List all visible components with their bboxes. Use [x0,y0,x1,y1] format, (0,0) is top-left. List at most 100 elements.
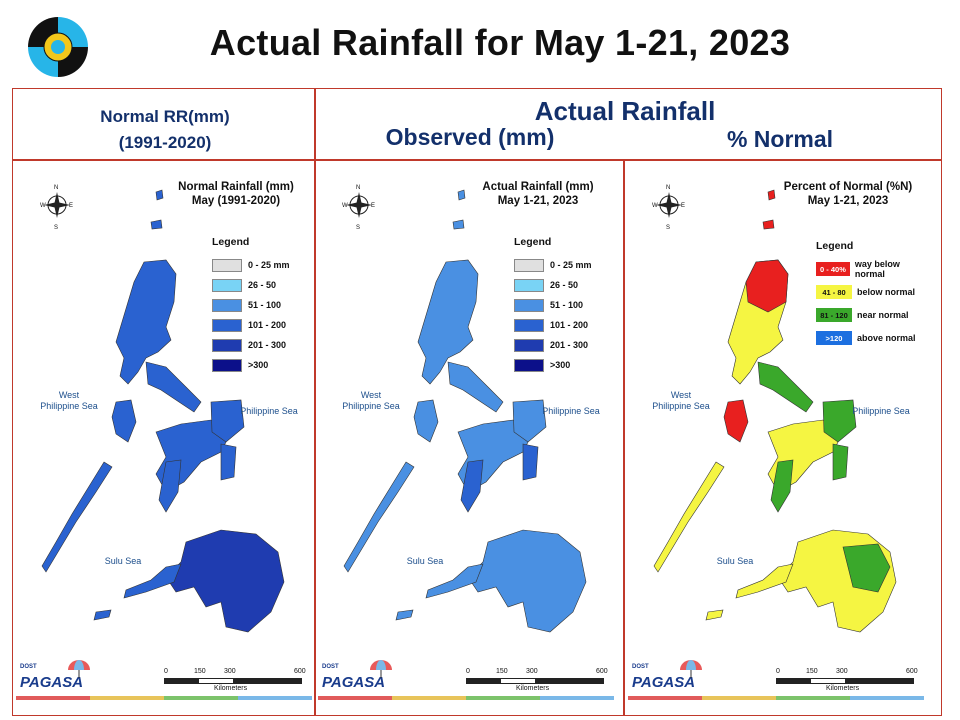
region-bicol [757,361,814,413]
map-title-line1: Percent of Normal (%N) [783,181,913,193]
region-mindoro [413,399,439,443]
sea-label-east: Philippine Sea [852,406,910,416]
region-palawan [41,461,113,573]
region-samar [210,399,245,443]
legend-row: 101 - 200 [212,318,286,332]
legend-label: 51 - 100 [550,300,584,310]
legend-row: 201 - 300 [212,338,286,352]
pagasa-logo: PAGASA [20,674,84,691]
legend-swatch: 41 - 80 [816,285,852,299]
map-canvas [41,189,285,633]
region-babuyan [762,219,775,230]
compass-e: E [681,203,685,209]
scale-tick: 0 [164,668,168,675]
footer-stripe [850,696,924,700]
region-bicol [447,361,504,413]
legend-label: way below normal [854,259,900,279]
region-mindanao [165,529,285,633]
compass-icon: N S E W [40,185,73,230]
scale-tick: 600 [596,668,608,675]
sea-label-west: West Philippine Sea [34,390,104,412]
legend-label: 0 - 25 mm [550,260,592,270]
legend-label: >300 [248,360,269,370]
map-title: Normal Rainfall (mm) May (1991-2020) [166,180,306,208]
map-title-line2: May (1991-2020) [191,195,281,207]
scale-bar: 0 150 300 600 Kilometers [164,668,306,698]
sea-label-west-line2: Philippine Sea [342,401,400,411]
compass-w: W [652,203,658,209]
normal-header: Normal RR(mm) (1991-2020) [20,104,310,156]
legend-label: 201 - 300 [248,340,287,350]
legend-title: Legend [816,240,854,252]
sea-label-east: Philippine Sea [240,406,298,416]
percent-normal-map: Percent of Normal (%N) May 1-21, 2023 N S E W… [628,162,928,702]
sea-label-west-line2: Philippine Sea [40,401,98,411]
footer-stripe [16,696,90,700]
legend-swatch [514,318,544,332]
normal-rainfall-map: Normal Rainfall (mm) May (1991-2020) N S E W L… [16,162,316,702]
legend-row: 0 - 25 mm [514,258,592,272]
compass-w: W [40,203,46,209]
region-batanes [155,189,164,201]
legend-swatch [212,258,242,272]
region-mindanao [467,529,587,633]
scale-unit: Kilometers [826,685,860,692]
scale-tick: 300 [526,668,538,675]
actual-header: Actual Rainfall [534,96,716,126]
compass-s: S [666,225,670,230]
scale-tick: 600 [294,668,306,675]
map-title-line2: May 1-21, 2023 [807,195,889,207]
map-title: Percent of Normal (%N) May 1-21, 2023 [778,180,918,208]
sea-label-sulu: Sulu Sea [406,556,444,566]
scale-tick: 0 [776,668,780,675]
dost-label: DOST [632,664,649,670]
legend-row: 51 - 100 [514,298,583,312]
footer-stripe [540,696,614,700]
region-negros [770,459,794,513]
legend-swatch [514,338,544,352]
scale-tick: 300 [224,668,236,675]
legend-label: >300 [550,360,571,370]
dost-label: DOST [322,664,339,670]
footer-stripe [776,696,850,700]
region-leyte [832,443,849,481]
sea-label-west-line1: West [670,390,692,400]
map-title: Actual Rainfall (mm) May 1-21, 2023 [468,180,608,208]
compass-e: E [69,203,73,209]
legend-swatch [514,258,544,272]
region-leyte [220,443,237,481]
dost-label: DOST [20,664,37,670]
region-palawan [653,461,725,573]
scale-unit: Kilometers [516,685,550,692]
region-luzon [115,259,177,385]
legend-row: 81 - 120 near normal [816,308,909,322]
footer-stripe [466,696,540,700]
legend-row: 51 - 100 [212,298,281,312]
normal-header-line1: Normal RR(mm) [100,107,230,126]
sea-label-west: West Philippine Sea [336,390,406,412]
footer-stripe [90,696,164,700]
compass-n: N [54,185,58,191]
region-mindoro [111,399,137,443]
region-samar [512,399,547,443]
umbrella-icon [370,660,392,678]
scale-tick: 300 [836,668,848,675]
scale-bar-graphic [466,678,604,684]
legend-label: 101 - 200 [248,320,287,330]
legend-row: >300 [212,358,268,372]
region-sulu [705,609,724,621]
legend-row: >120 above normal [816,331,916,345]
content-frame [12,88,942,716]
legend-row: 201 - 300 [514,338,588,352]
scale-unit: Kilometers [214,685,248,692]
legend-swatch [212,358,242,372]
actual-rainfall-map: Actual Rainfall (mm) May 1-21, 2023 N S E W Le… [318,162,618,702]
region-mindoro [723,399,749,443]
umbrella-icon [680,660,702,678]
legend-label: 26 - 50 [550,280,579,290]
scale-tick: 600 [906,668,918,675]
legend-row: >300 [514,358,570,372]
legend-row: 101 - 200 [514,318,588,332]
region-palawan [343,461,415,573]
scale-tick: 150 [194,668,206,675]
